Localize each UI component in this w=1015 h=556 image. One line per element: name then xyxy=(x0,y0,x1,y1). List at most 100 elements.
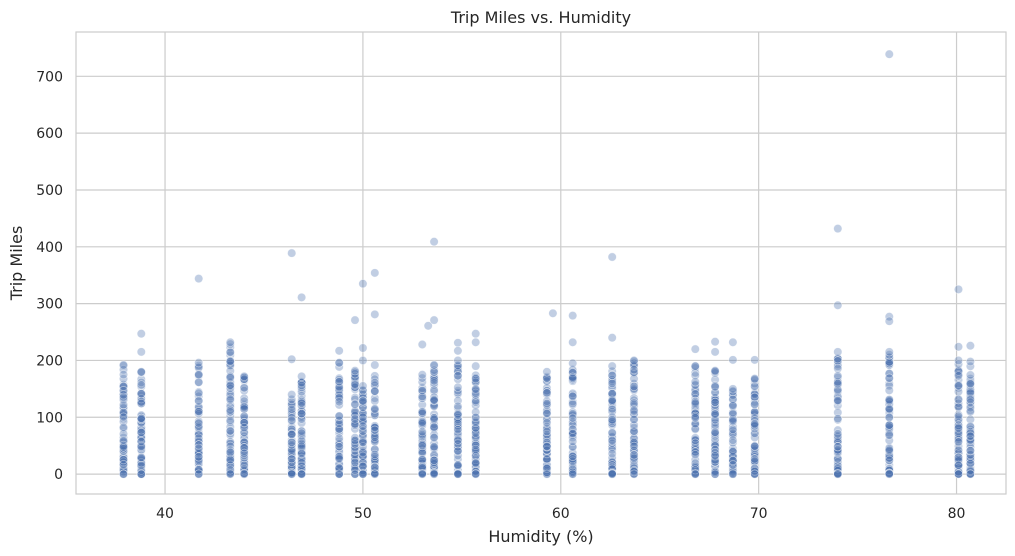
scatter-point xyxy=(965,379,975,389)
scatter-point xyxy=(287,397,297,407)
scatter-point xyxy=(136,380,146,390)
scatter-point xyxy=(471,370,481,380)
scatter-point xyxy=(453,360,463,370)
scatter-point xyxy=(417,448,427,458)
scatter-point xyxy=(297,439,307,449)
scatter-point xyxy=(750,456,760,466)
scatter-point xyxy=(453,403,463,413)
scatter-point xyxy=(607,252,617,262)
scatter-point xyxy=(358,393,368,403)
scatter-point xyxy=(225,402,235,412)
scatter-point xyxy=(287,469,297,479)
scatter-point xyxy=(417,339,427,349)
y-tick-label: 600 xyxy=(36,126,63,142)
scatter-point xyxy=(884,420,894,430)
scatter-point xyxy=(453,363,463,373)
scatter-point xyxy=(965,421,975,431)
scatter-point xyxy=(194,370,204,380)
scatter-point xyxy=(965,442,975,452)
scatter-point xyxy=(710,434,720,444)
scatter-point xyxy=(429,433,439,443)
scatter-point xyxy=(119,412,129,422)
scatter-point xyxy=(297,406,307,416)
scatter-point xyxy=(136,367,146,377)
scatter-point xyxy=(568,451,578,461)
scatter-point xyxy=(370,462,380,472)
scatter-point xyxy=(225,445,235,455)
scatter-point xyxy=(370,377,380,387)
scatter-point xyxy=(568,373,578,383)
scatter-point xyxy=(119,442,129,452)
scatter-point xyxy=(429,430,439,440)
scatter-point xyxy=(225,429,235,439)
scatter-point xyxy=(350,457,360,467)
scatter-point xyxy=(471,417,481,427)
scatter-point xyxy=(225,469,235,479)
scatter-point xyxy=(690,469,700,479)
scatter-point xyxy=(429,360,439,370)
scatter-point xyxy=(568,391,578,401)
scatter-point xyxy=(728,435,738,445)
scatter-point xyxy=(194,437,204,447)
scatter-point xyxy=(710,409,720,419)
scatter-point xyxy=(690,377,700,387)
scatter-point xyxy=(728,428,738,438)
scatter-point xyxy=(136,445,146,455)
scatter-point xyxy=(884,404,894,414)
scatter-point xyxy=(225,447,235,457)
scatter-point xyxy=(884,435,894,445)
scatter-point xyxy=(965,428,975,438)
scatter-point xyxy=(136,394,146,404)
scatter-point xyxy=(471,329,481,339)
scatter-point xyxy=(417,385,427,395)
scatter-point xyxy=(629,438,639,448)
scatter-point xyxy=(710,400,720,410)
scatter-point xyxy=(629,409,639,419)
scatter-point xyxy=(965,370,975,380)
scatter-point xyxy=(542,464,552,474)
scatter-point xyxy=(690,433,700,443)
scatter-point xyxy=(194,396,204,406)
scatter-point xyxy=(370,451,380,461)
scatter-point xyxy=(629,450,639,460)
scatter-point xyxy=(710,395,720,405)
scatter-point xyxy=(965,469,975,479)
scatter-point xyxy=(965,414,975,424)
scatter-point xyxy=(297,458,307,468)
scatter-point xyxy=(194,469,204,479)
scatter-point xyxy=(710,427,720,437)
scatter-point xyxy=(833,463,843,473)
scatter-point xyxy=(119,360,129,370)
scatter-point xyxy=(370,386,380,396)
scatter-point xyxy=(953,467,963,477)
scatter-point xyxy=(965,387,975,397)
scatter-point xyxy=(297,382,307,392)
scatter-point xyxy=(607,395,617,405)
scatter-point xyxy=(417,373,427,383)
scatter-point xyxy=(728,424,738,434)
scatter-point xyxy=(471,423,481,433)
scatter-point xyxy=(429,315,439,325)
scatter-point xyxy=(194,421,204,431)
scatter-point xyxy=(423,321,433,331)
scatter-point xyxy=(965,407,975,417)
scatter-point xyxy=(607,389,617,399)
scatter-point xyxy=(542,386,552,396)
scatter-point xyxy=(690,370,700,380)
scatter-point xyxy=(568,464,578,474)
scatter-point xyxy=(194,433,204,443)
scatter-point xyxy=(710,431,720,441)
y-tick-label: 700 xyxy=(36,69,63,85)
scatter-point xyxy=(194,440,204,450)
scatter-point xyxy=(690,361,700,371)
scatter-point xyxy=(728,355,738,365)
scatter-point xyxy=(690,398,700,408)
scatter-point xyxy=(884,430,894,440)
scatter-point xyxy=(710,337,720,347)
scatter-point xyxy=(429,395,439,405)
scatter-point xyxy=(953,381,963,391)
scatter-point xyxy=(629,467,639,477)
scatter-point xyxy=(710,387,720,397)
scatter-point xyxy=(568,469,578,479)
x-tick-label: 70 xyxy=(750,506,768,522)
